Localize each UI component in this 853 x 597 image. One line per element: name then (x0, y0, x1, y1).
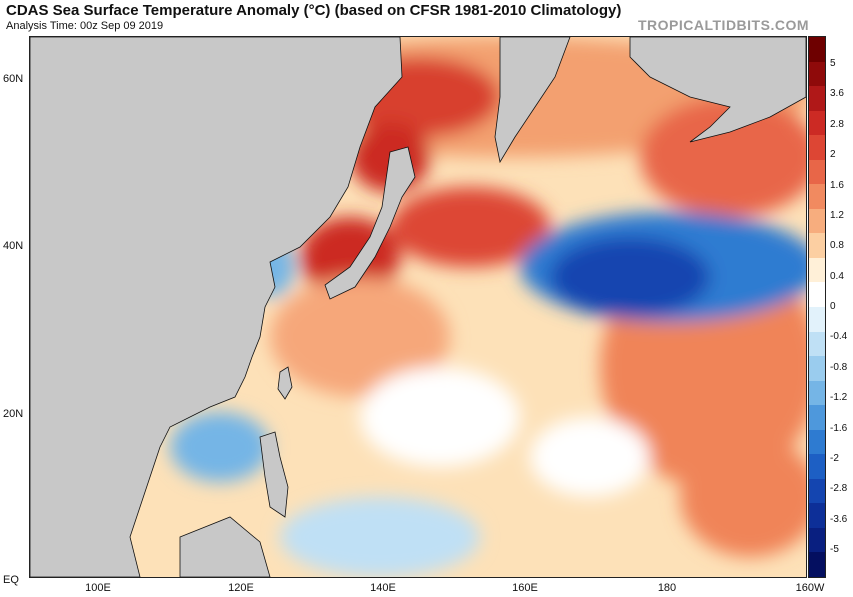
neutral-region-east (530, 417, 650, 497)
lon-label-180: 180 (657, 582, 677, 594)
map-title: CDAS Sea Surface Temperature Anomaly (°C… (6, 2, 622, 19)
colorbar-tick-label: 1.2 (830, 209, 844, 221)
colorbar-tick-label: 1.6 (830, 179, 844, 191)
colorbar-tick-label: -2 (830, 452, 839, 464)
colorbar-cell (809, 61, 825, 87)
colorbar (808, 36, 826, 578)
taiwan (277, 366, 293, 400)
colorbar-tick-label: -0.4 (830, 331, 848, 343)
colorbar-tick-label: -2.8 (830, 483, 848, 495)
colorbar-tick-label: 2.8 (830, 118, 844, 130)
lat-label-eq: EQ (3, 574, 19, 586)
watermark: TROPICALTIDBITS.COM (637, 17, 809, 33)
colorbar-tick-label: 0 (830, 301, 836, 312)
colorbar-tick-label: 5 (830, 58, 836, 69)
japan (324, 146, 416, 300)
lon-label-140e: 140E (370, 582, 396, 594)
colorbar-cell (809, 86, 825, 112)
colorbar-tick-label: 0.8 (830, 240, 844, 252)
lon-label-160e: 160E (512, 582, 538, 594)
anomaly-field (170, 37, 806, 577)
kamchatka-peninsula (494, 37, 571, 164)
colorbar-cell (809, 552, 825, 578)
colorbar-cell (809, 135, 825, 161)
colorbar-cell (809, 429, 825, 455)
borneo (179, 516, 271, 577)
lat-label-40n: 40N (3, 240, 24, 252)
colorbar-tick-label: -5 (830, 544, 839, 555)
warm-region-kuroshio (390, 187, 550, 267)
colorbar-cell (809, 208, 825, 234)
lat-label-20n: 20N (3, 408, 24, 420)
colorbar-cell (809, 380, 825, 406)
colorbar-cell (809, 184, 825, 210)
colorbar-cell (809, 454, 825, 480)
neutral-region-central (360, 367, 520, 467)
colorbar-cell (809, 527, 825, 553)
colorbar-cell (809, 307, 825, 332)
colorbar-cell (809, 503, 825, 529)
lat-label-60n: 60N (3, 73, 24, 85)
asia-mainland (30, 37, 403, 577)
colorbar-tick-label: 3.6 (830, 88, 844, 100)
cool-region-equatorial (280, 497, 480, 577)
colorbar-tick-label: -1.2 (830, 392, 848, 404)
colorbar-cell (809, 405, 825, 431)
warm-region-alaska (640, 97, 806, 217)
lon-label-160w: 160W (795, 582, 825, 594)
alaska (629, 37, 806, 143)
colorbar-cell (809, 331, 825, 357)
warm-region-southeast (680, 437, 806, 557)
colorbar-cell (809, 37, 825, 62)
colorbar-cell (809, 257, 825, 283)
analysis-time: Analysis Time: 00z Sep 09 2019 (6, 20, 164, 32)
land-masses (30, 37, 806, 577)
map-canvas (30, 37, 806, 577)
colorbar-cell (809, 356, 825, 382)
colorbar-tick-label: -1.6 (830, 422, 848, 434)
colorbar-cell (809, 478, 825, 504)
colorbar-tick-label: -3.6 (830, 513, 848, 525)
colorbar-cell (809, 159, 825, 185)
lon-label-100e: 100E (85, 582, 111, 594)
colorbar-tick-label: -0.8 (830, 361, 848, 373)
colorbar-cell (809, 282, 825, 308)
colorbar-tick-label: 2 (830, 149, 836, 161)
colorbar-tick-label: 0.4 (830, 270, 844, 282)
philippines (259, 431, 289, 518)
cool-region-south-china-sea (170, 412, 270, 482)
colorbar-cell (809, 233, 825, 259)
warm-region-subtropics (270, 277, 450, 397)
sst-anomaly-map (29, 36, 807, 578)
cold-core-north-pacific (550, 237, 710, 317)
colorbar-cell (809, 110, 825, 136)
lon-label-120e: 120E (228, 582, 254, 594)
